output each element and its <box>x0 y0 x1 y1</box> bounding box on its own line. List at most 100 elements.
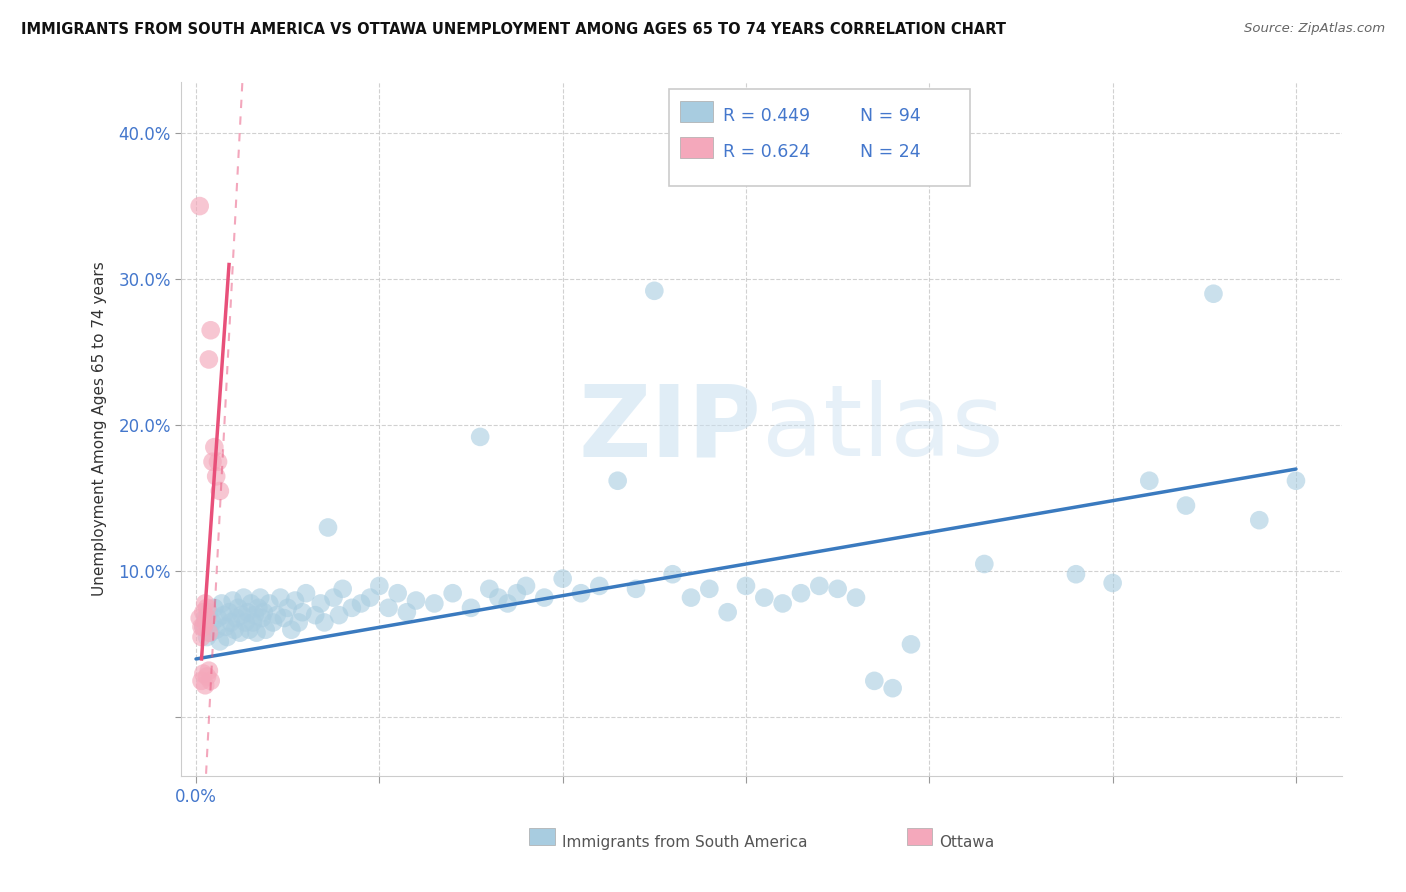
Point <box>232 591 254 605</box>
Point <box>240 597 263 611</box>
Point <box>190 673 212 688</box>
Point <box>200 323 222 337</box>
Point <box>193 666 215 681</box>
Point <box>359 591 381 605</box>
Point <box>1101 576 1123 591</box>
Point <box>395 605 418 619</box>
Point <box>243 608 266 623</box>
Point <box>194 597 217 611</box>
Point <box>218 605 240 619</box>
Point <box>195 611 218 625</box>
Point <box>697 582 720 596</box>
Point <box>262 615 284 630</box>
Point <box>194 678 217 692</box>
Point <box>208 634 231 648</box>
Point <box>460 600 482 615</box>
Point <box>845 591 868 605</box>
Point <box>207 455 229 469</box>
Point <box>322 591 344 605</box>
Point <box>212 608 235 623</box>
Bar <box>681 102 713 122</box>
Point <box>1249 513 1271 527</box>
Point <box>219 615 242 630</box>
Point <box>533 591 555 605</box>
Bar <box>907 828 932 846</box>
Text: Ottawa: Ottawa <box>939 835 994 850</box>
Point <box>238 623 260 637</box>
Point <box>259 597 281 611</box>
Point <box>350 597 373 611</box>
Point <box>194 615 217 630</box>
Point <box>198 625 221 640</box>
FancyBboxPatch shape <box>669 89 970 186</box>
Point <box>202 600 225 615</box>
Bar <box>530 828 555 846</box>
Point <box>202 440 225 454</box>
Point <box>188 199 211 213</box>
Point <box>679 591 702 605</box>
Bar <box>681 137 713 158</box>
Point <box>194 611 217 625</box>
Point <box>405 593 427 607</box>
Point <box>205 623 228 637</box>
Point <box>441 586 464 600</box>
Point <box>328 608 350 623</box>
Point <box>808 579 831 593</box>
Point <box>717 605 740 619</box>
Point <box>643 284 665 298</box>
Point <box>1285 474 1308 488</box>
Point <box>1202 286 1225 301</box>
Point <box>221 593 243 607</box>
Point <box>195 630 218 644</box>
Point <box>269 591 291 605</box>
Point <box>190 620 212 634</box>
Point <box>201 615 224 630</box>
Point <box>287 615 309 630</box>
Text: R = 0.624: R = 0.624 <box>723 143 810 161</box>
Point <box>284 593 307 607</box>
Point <box>242 615 264 630</box>
Point <box>236 605 259 619</box>
Point <box>304 608 326 623</box>
Point <box>496 597 519 611</box>
Point <box>195 669 218 683</box>
Point <box>316 520 339 534</box>
Point <box>377 600 399 615</box>
Point <box>253 605 276 619</box>
Point <box>217 630 239 644</box>
Text: N = 94: N = 94 <box>860 107 921 125</box>
Point <box>229 625 252 640</box>
Point <box>198 664 221 678</box>
Point <box>569 586 592 600</box>
Point <box>225 611 247 625</box>
Point <box>309 597 332 611</box>
Text: R = 0.449: R = 0.449 <box>723 107 810 125</box>
Point <box>188 611 211 625</box>
Point <box>200 625 222 640</box>
Point <box>735 579 758 593</box>
Point <box>387 586 409 600</box>
Point <box>291 605 314 619</box>
Point <box>193 620 215 634</box>
Point <box>273 611 295 625</box>
Point <box>827 582 849 596</box>
Text: ZIP: ZIP <box>579 380 762 477</box>
Point <box>314 615 336 630</box>
Point <box>368 579 391 593</box>
Point <box>214 620 236 634</box>
Point <box>900 637 922 651</box>
Point <box>470 430 492 444</box>
Point <box>754 591 776 605</box>
Point <box>247 600 270 615</box>
Point <box>211 597 233 611</box>
Point <box>606 474 628 488</box>
Text: IMMIGRANTS FROM SOUTH AMERICA VS OTTAWA UNEMPLOYMENT AMONG AGES 65 TO 74 YEARS C: IMMIGRANTS FROM SOUTH AMERICA VS OTTAWA … <box>21 22 1007 37</box>
Point <box>1175 499 1198 513</box>
Point <box>1137 474 1160 488</box>
Point <box>224 623 246 637</box>
Point <box>280 623 302 637</box>
Text: N = 24: N = 24 <box>860 143 921 161</box>
Point <box>882 681 904 696</box>
Point <box>423 597 446 611</box>
Point <box>772 597 794 611</box>
